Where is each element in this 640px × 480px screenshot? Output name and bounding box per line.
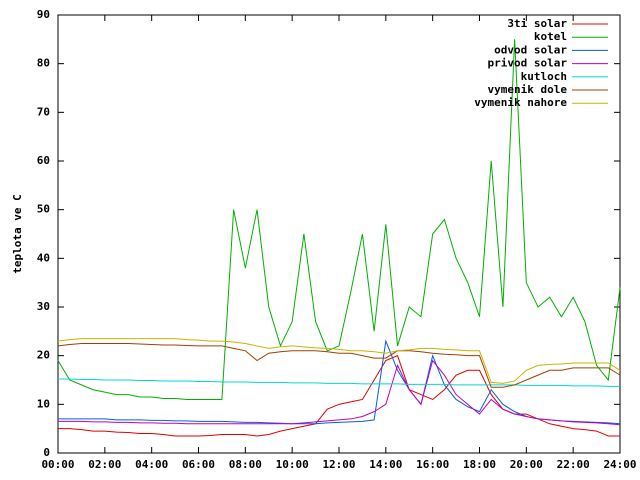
y-tick-label: 60 bbox=[37, 154, 50, 167]
x-tick-label: 00:00 bbox=[41, 458, 74, 471]
x-tick-label: 24:00 bbox=[603, 458, 636, 471]
x-tick-label: 12:00 bbox=[322, 458, 355, 471]
legend-label: odvod solar bbox=[494, 43, 567, 56]
y-tick-label: 80 bbox=[37, 57, 50, 70]
x-tick-label: 04:00 bbox=[135, 458, 168, 471]
legend-label: privod solar bbox=[488, 57, 568, 70]
legend-label: kutloch bbox=[521, 70, 567, 83]
y-tick-label: 0 bbox=[43, 446, 50, 459]
y-tick-label: 30 bbox=[37, 300, 50, 313]
x-tick-label: 22:00 bbox=[557, 458, 590, 471]
legend-label: vymenik nahore bbox=[474, 96, 567, 109]
x-tick-label: 14:00 bbox=[369, 458, 402, 471]
line bbox=[57, 343, 621, 388]
x-tick-label: 20:00 bbox=[510, 458, 543, 471]
x-tick-label: 06:00 bbox=[182, 458, 215, 471]
y-tick-label: 40 bbox=[37, 251, 50, 264]
x-tick-label: 08:00 bbox=[229, 458, 262, 471]
y-tick-label: 90 bbox=[37, 8, 50, 21]
y-tick-label: 70 bbox=[37, 105, 50, 118]
x-tick-label: 02:00 bbox=[88, 458, 121, 471]
y-axis-label: teplota ve C bbox=[11, 194, 24, 273]
line bbox=[57, 338, 621, 384]
legend-label: 3ti solar bbox=[507, 17, 567, 30]
line bbox=[58, 359, 621, 426]
x-tick-label: 10:00 bbox=[276, 458, 309, 471]
legend-label: vymenik dole bbox=[488, 83, 568, 96]
line bbox=[57, 39, 621, 400]
line bbox=[58, 355, 620, 437]
y-tick-label: 10 bbox=[37, 397, 50, 410]
x-tick-label: 18:00 bbox=[463, 458, 496, 471]
y-tick-label: 50 bbox=[37, 203, 50, 216]
y-tick-label: 20 bbox=[37, 349, 50, 362]
line bbox=[58, 378, 620, 387]
legend-label: kotel bbox=[534, 30, 567, 43]
x-tick-label: 16:00 bbox=[416, 458, 449, 471]
